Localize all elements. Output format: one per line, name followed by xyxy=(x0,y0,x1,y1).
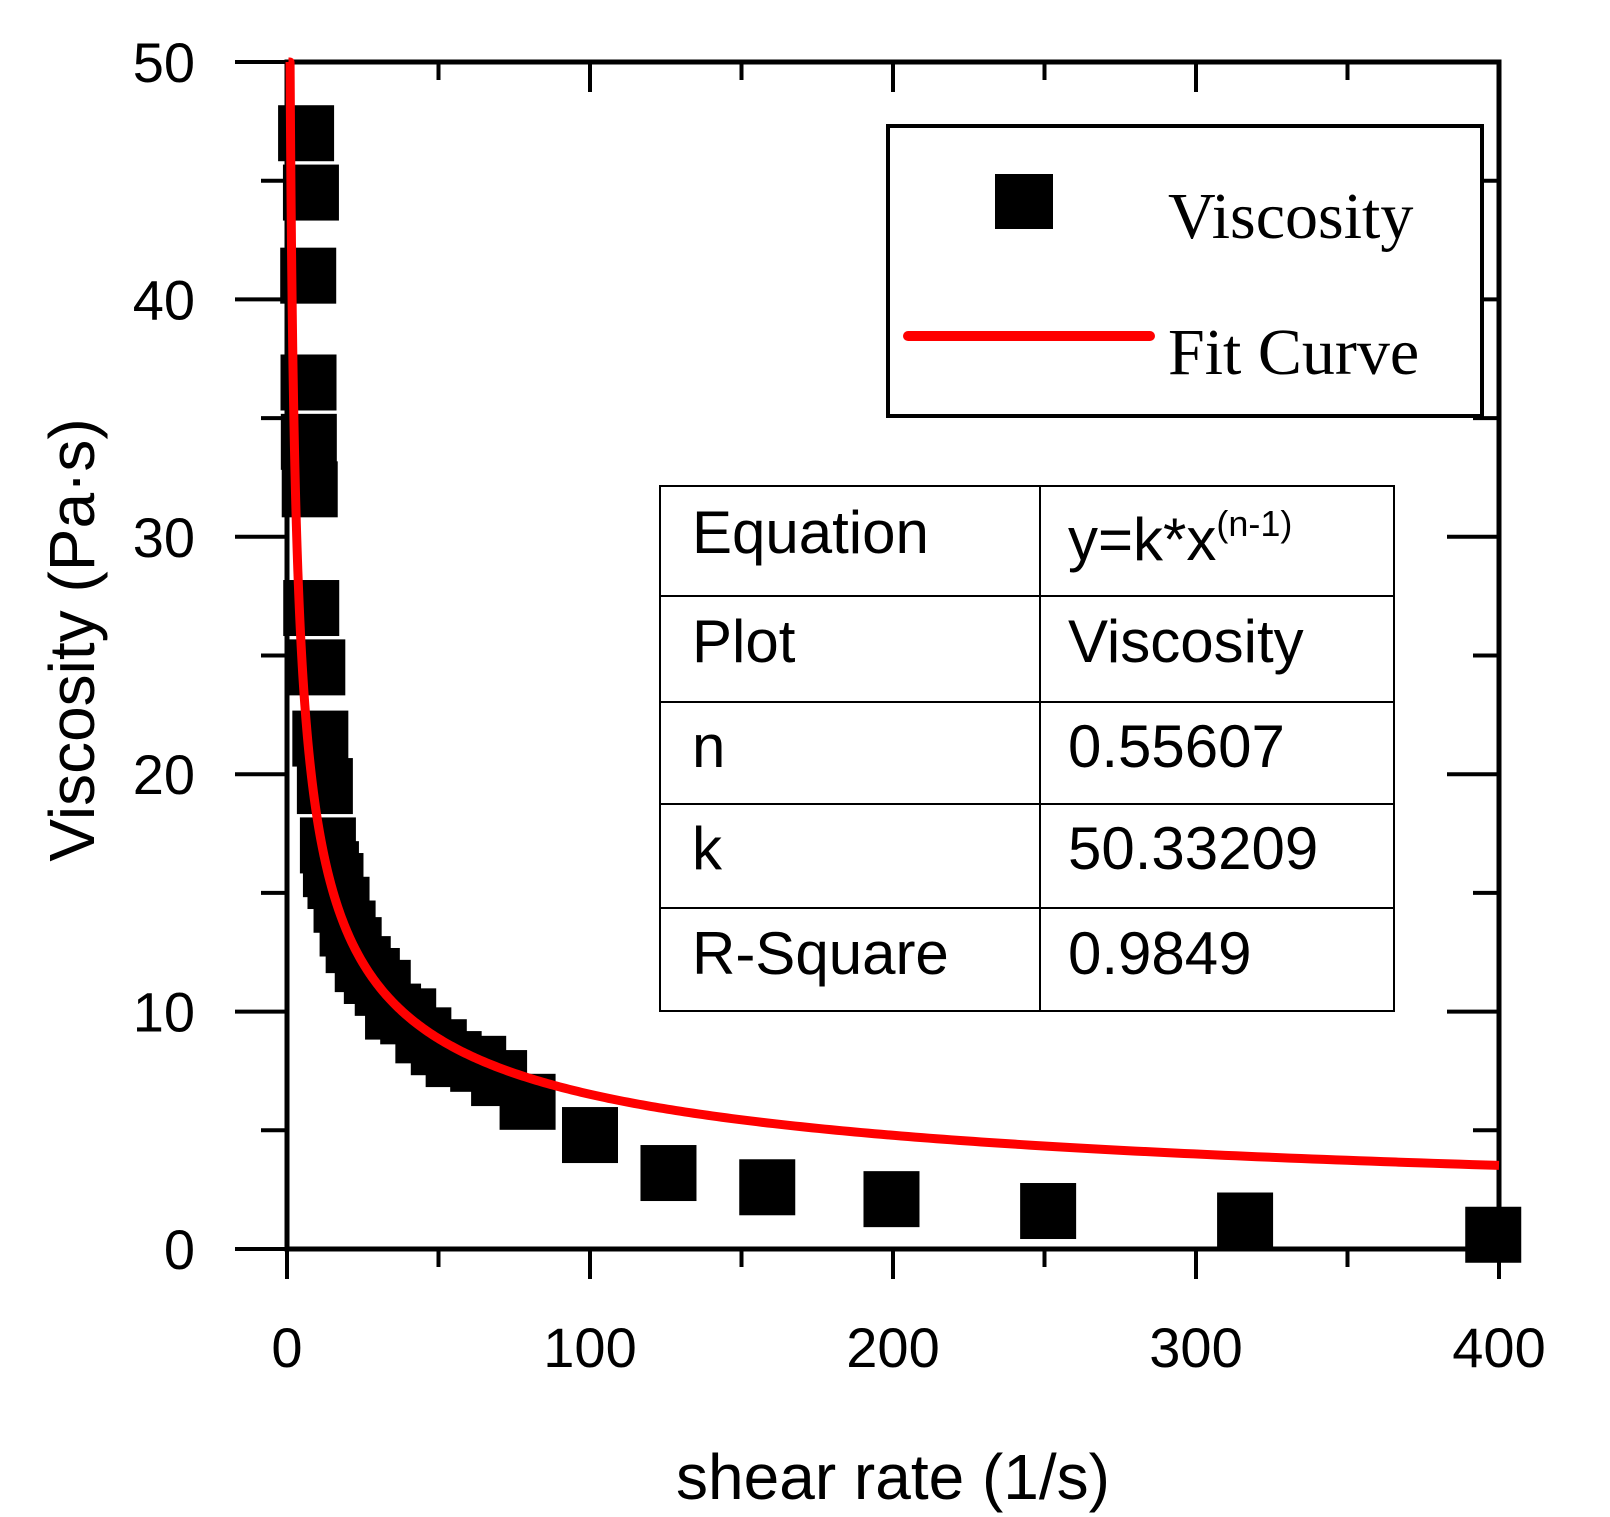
legend-viscosity-label: Viscosity xyxy=(1168,180,1413,253)
viscosity-point xyxy=(739,1159,796,1216)
stats-label-r-square: R-Square xyxy=(692,920,949,987)
stats-label-k: k xyxy=(692,815,723,882)
viscosity-point xyxy=(281,461,338,518)
axis-ticks xyxy=(235,60,1501,1279)
fit-curve-group xyxy=(284,57,1500,1170)
viscosity-point xyxy=(562,1107,618,1164)
x-axis-title: shear rate (1/s) xyxy=(676,1441,1110,1513)
equation-base: y=k*x xyxy=(1068,506,1216,573)
y-tick-label: 10 xyxy=(133,981,195,1044)
stats-value-r-square: 0.9849 xyxy=(1068,920,1252,987)
legend-box xyxy=(886,124,1484,418)
x-tick-label: 300 xyxy=(1149,1316,1242,1379)
viscosity-point xyxy=(1465,1206,1522,1263)
equation-exponent: (n-1) xyxy=(1216,503,1292,544)
stats-value-k: 50.33209 xyxy=(1068,815,1318,882)
stats-value-n: 0.55607 xyxy=(1068,713,1285,780)
y-tick-label: 20 xyxy=(133,743,195,806)
viscosity-point xyxy=(1020,1183,1077,1240)
stats-value-equation: y=k*x(n-1) xyxy=(1068,503,1292,573)
stats-table: Equation y=k*x(n-1) Plot Viscosity n 0.5… xyxy=(659,485,1395,1012)
y-tick-label: 0 xyxy=(164,1218,195,1281)
stats-label-n: n xyxy=(692,713,725,780)
plot-area xyxy=(235,57,1522,1279)
y-axis-title: Viscosity (Pa·s) xyxy=(36,418,108,861)
viscosity-markers xyxy=(278,105,1522,1263)
stats-value-plot: Viscosity xyxy=(1068,608,1304,675)
stats-table-border xyxy=(659,485,1395,1012)
viscosity-point xyxy=(1217,1192,1274,1249)
legend-fit-label: Fit Curve xyxy=(1168,316,1419,389)
x-tick-label: 400 xyxy=(1452,1316,1545,1379)
y-tick-label: 50 xyxy=(133,31,195,94)
y-tick-label: 30 xyxy=(133,506,195,569)
stats-label-plot: Plot xyxy=(692,608,796,675)
stats-label-equation: Equation xyxy=(692,499,929,566)
x-tick-label: 200 xyxy=(846,1316,939,1379)
viscosity-point xyxy=(296,758,353,815)
x-tick-label: 100 xyxy=(543,1316,636,1379)
viscosity-point xyxy=(640,1145,697,1202)
viscosity-point xyxy=(863,1171,920,1228)
fit-curve-line xyxy=(284,57,1500,1170)
viscosity-point xyxy=(283,580,340,637)
y-tick-label: 40 xyxy=(133,268,195,331)
legend-viscosity-marker xyxy=(995,174,1053,229)
legend: Viscosity Fit Curve xyxy=(886,124,1484,418)
x-tick-label: 0 xyxy=(271,1316,302,1379)
